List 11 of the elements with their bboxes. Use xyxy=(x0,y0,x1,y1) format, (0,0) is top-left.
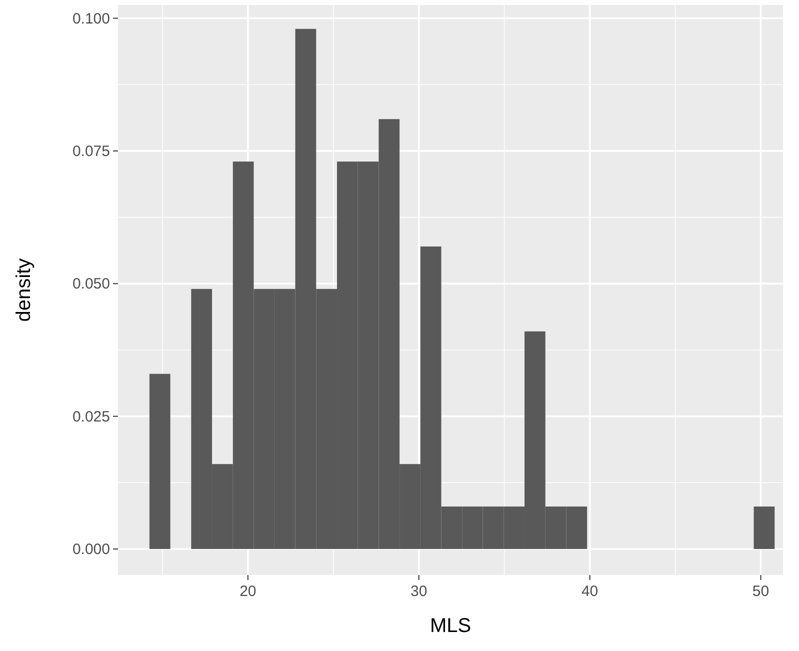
x-tick-label: 30 xyxy=(410,583,428,600)
y-tick-label: 0.100 xyxy=(72,10,110,28)
y-tick-label: 0.050 xyxy=(72,276,110,293)
x-axis-title: MLS xyxy=(430,615,472,637)
y-tick-label: 0.025 xyxy=(72,408,110,426)
y-tick-label: 0.075 xyxy=(72,142,110,160)
x-tick-label: 20 xyxy=(240,583,256,600)
y-axis-title: density xyxy=(13,258,35,322)
y-tick-label: 0.000 xyxy=(72,540,110,558)
x-tick-label: 40 xyxy=(581,583,598,600)
x-tick-label: 50 xyxy=(752,583,770,600)
